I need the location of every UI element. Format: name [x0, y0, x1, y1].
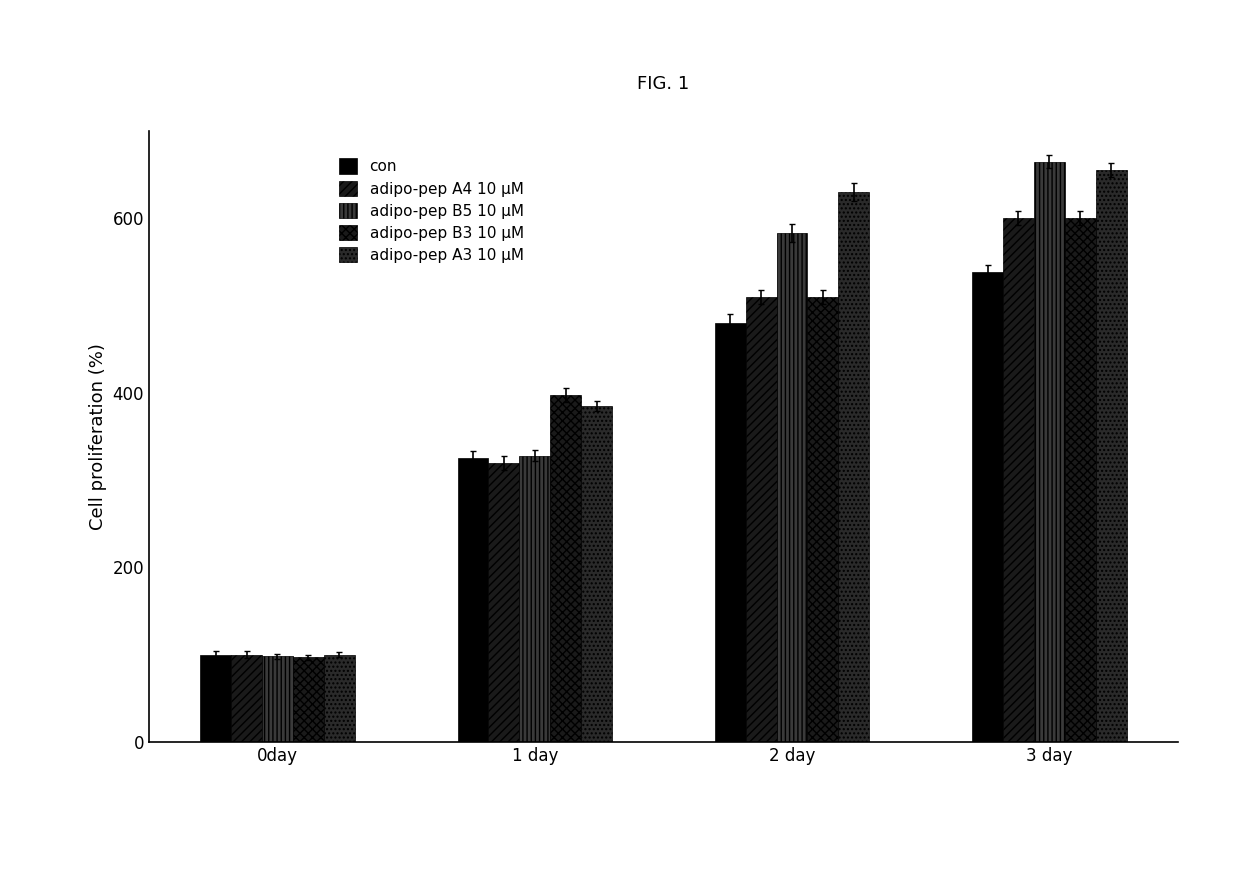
Bar: [1003, 218, 1034, 742]
Bar: [201, 655, 231, 742]
Bar: [231, 655, 262, 742]
Bar: [714, 323, 745, 742]
Bar: [262, 656, 293, 742]
Bar: [324, 655, 355, 742]
Bar: [838, 192, 869, 742]
Bar: [972, 272, 1003, 742]
Bar: [776, 233, 807, 742]
Bar: [582, 406, 611, 742]
Bar: [489, 463, 520, 742]
Bar: [807, 297, 838, 742]
Bar: [293, 657, 324, 742]
Bar: [458, 458, 489, 742]
Bar: [1096, 170, 1126, 742]
Legend: con, adipo-pep A4 10 μM, adipo-pep B5 10 μM, adipo-pep B3 10 μM, adipo-pep A3 10: con, adipo-pep A4 10 μM, adipo-pep B5 10…: [331, 151, 532, 271]
Y-axis label: Cell proliferation (%): Cell proliferation (%): [89, 343, 107, 530]
Bar: [551, 395, 582, 742]
Bar: [745, 297, 776, 742]
Bar: [520, 456, 551, 742]
Title: FIG. 1: FIG. 1: [637, 75, 689, 93]
Bar: [1065, 218, 1096, 742]
Bar: [1034, 162, 1065, 742]
